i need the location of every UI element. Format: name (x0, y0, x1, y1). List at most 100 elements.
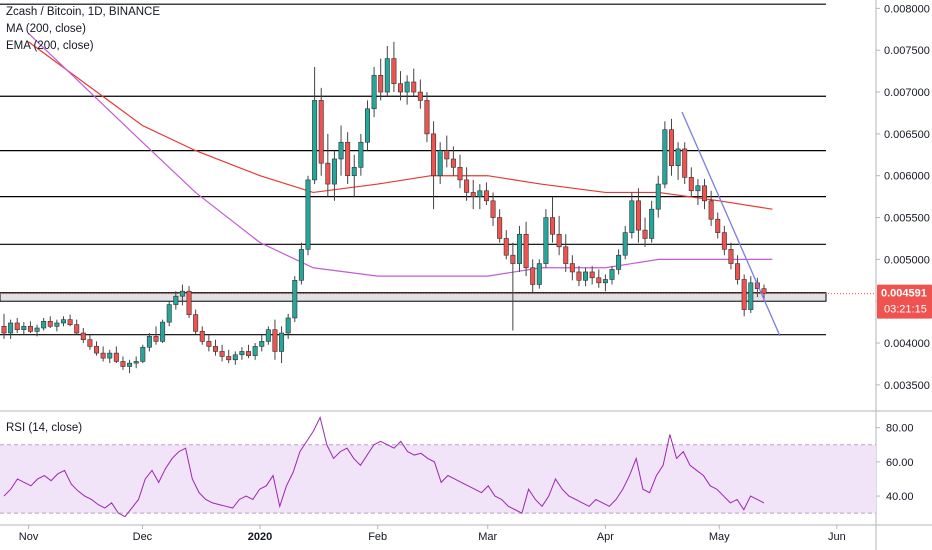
candle-50 (331, 150, 337, 201)
candle-body (675, 148, 681, 166)
candle-56 (371, 66, 377, 118)
candle-94 (622, 225, 628, 260)
price-badge-value: 0.004591 (881, 288, 927, 300)
price-tick-label: 0.007500 (884, 45, 930, 57)
candle-body (113, 352, 119, 362)
candle-body (629, 200, 635, 233)
candle-44 (292, 276, 298, 323)
candle-112 (741, 274, 747, 317)
ma-legend: MA (200, close) (6, 23, 86, 35)
candle-body (153, 336, 159, 342)
candle-41 (272, 319, 278, 360)
candle-46 (305, 175, 311, 256)
candle-body (226, 356, 232, 361)
candle-body (477, 190, 483, 197)
candle-body (292, 280, 298, 319)
candle-32 (212, 339, 218, 356)
candle-34 (226, 349, 232, 364)
candle-97 (642, 217, 648, 247)
candle-43 (285, 313, 291, 339)
candle-body (437, 150, 443, 177)
candle-body (67, 319, 73, 325)
price-tick-label: 0.006500 (884, 129, 930, 141)
candle-82 (543, 209, 549, 268)
candle-89 (589, 266, 595, 285)
candle-38 (252, 343, 258, 360)
time-tick-label: Mar (478, 531, 497, 543)
candle-110 (728, 242, 734, 270)
candle-91 (602, 274, 608, 292)
candle-body (622, 232, 628, 256)
candle-body (41, 321, 47, 329)
candle-body (8, 322, 14, 334)
candle-body (193, 314, 199, 332)
candle-6 (41, 317, 47, 331)
candle-body (398, 83, 404, 93)
candle-73 (483, 182, 489, 205)
candle-61 (404, 75, 410, 105)
candle-53 (351, 154, 357, 197)
candle-52 (345, 132, 351, 185)
candle-36 (239, 347, 245, 360)
candle-47 (312, 66, 318, 185)
candle-body (60, 319, 66, 324)
candle-body (490, 200, 496, 218)
candle-body (589, 271, 595, 279)
support-zone (0, 292, 827, 302)
candle-40 (265, 326, 271, 345)
candle-4 (27, 321, 33, 334)
candle-body (688, 177, 694, 192)
candle-body (715, 218, 721, 233)
candle-body (543, 217, 549, 264)
candle-1 (8, 319, 14, 339)
candle-body (602, 279, 608, 284)
candle-48 (318, 87, 324, 176)
candle-body (550, 217, 556, 235)
candle-92 (609, 266, 615, 285)
candle-39 (259, 334, 265, 352)
candle-body (199, 331, 205, 342)
candle-72 (477, 184, 483, 210)
price-tick-label: 0.007000 (884, 87, 930, 99)
candle-body (265, 329, 271, 342)
candle-body (417, 91, 423, 101)
candle-12 (80, 328, 86, 344)
candle-13 (87, 334, 93, 350)
candle-body (127, 362, 133, 367)
candle-body (563, 246, 569, 264)
candle-body (702, 185, 708, 202)
candle-59 (391, 41, 397, 93)
candle-33 (219, 344, 225, 362)
candle-body (404, 81, 410, 93)
candle-body (100, 352, 106, 359)
candle-body (649, 208, 655, 239)
candle-57 (378, 58, 384, 101)
candle-body (80, 332, 86, 341)
ema-line (28, 33, 773, 277)
candle-body (285, 317, 291, 334)
candle-body (232, 354, 238, 361)
candle-100 (662, 121, 668, 189)
candle-body (662, 129, 668, 185)
price-tick-label: 0.004000 (884, 338, 930, 350)
candle-99 (655, 175, 661, 218)
candle-body (748, 282, 754, 310)
candle-body (596, 277, 602, 284)
candle-body (364, 108, 370, 143)
candle-54 (358, 133, 364, 176)
candle-body (120, 361, 126, 367)
candle-body (576, 271, 582, 281)
candle-body (371, 75, 377, 110)
candle-body (345, 141, 351, 177)
candle-body (272, 329, 278, 352)
candle-7 (47, 316, 53, 328)
price-tick-label: 0.008000 (884, 3, 930, 15)
candle-84 (556, 215, 562, 256)
candle-113 (748, 276, 754, 313)
candle-body (146, 336, 152, 348)
candle-104 (688, 167, 694, 197)
candle-body (497, 217, 503, 239)
candle-77 (510, 242, 516, 331)
candle-20 (133, 356, 139, 369)
